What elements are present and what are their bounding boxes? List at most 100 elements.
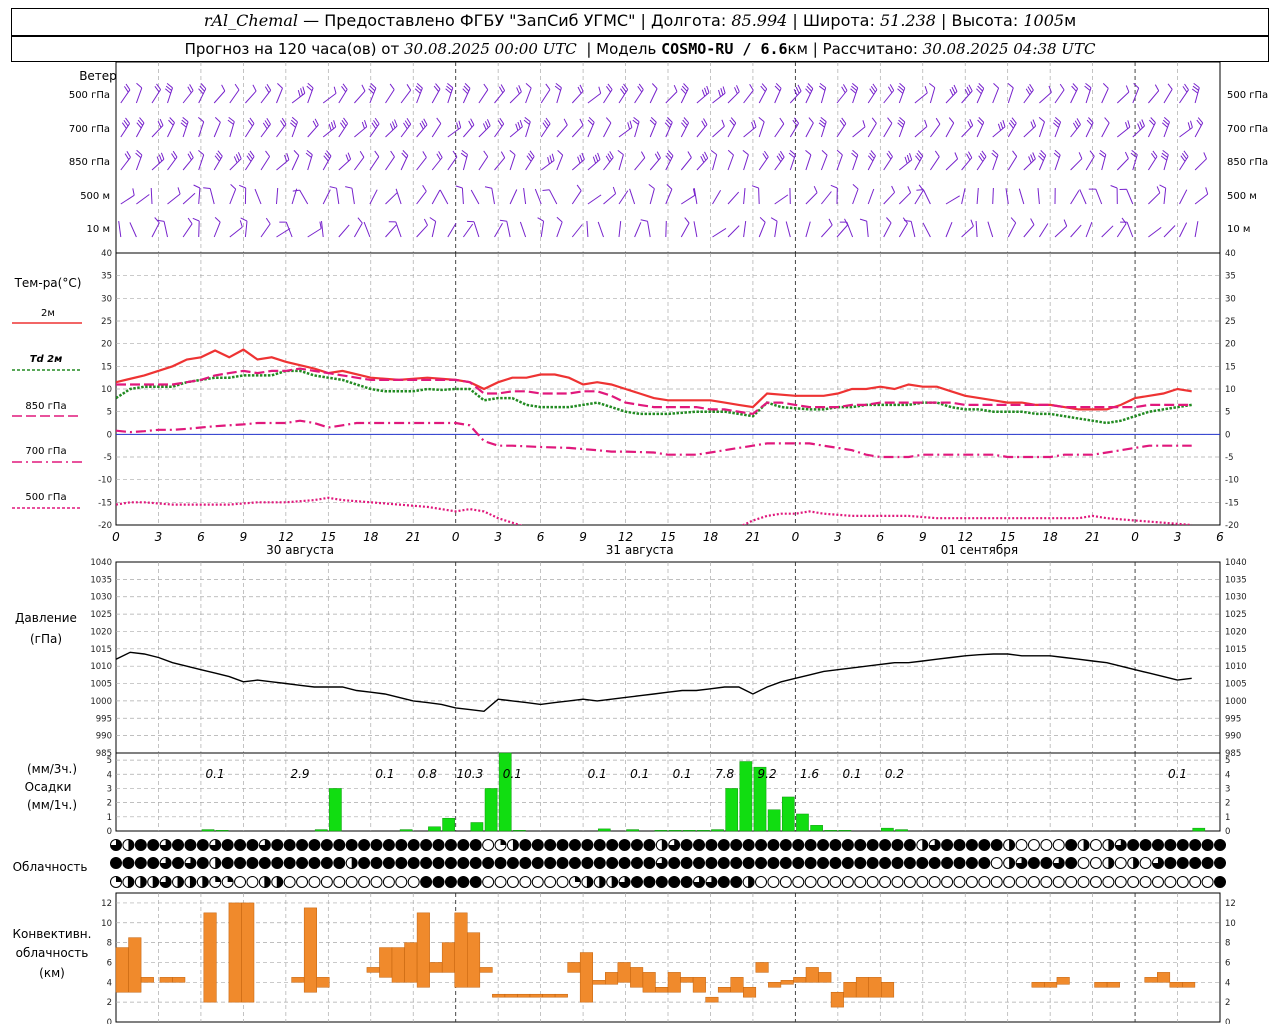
cloud-circle: [668, 857, 681, 869]
cloud-symbol: [308, 876, 321, 888]
wind-barb: [1101, 225, 1114, 238]
wind-barb: [805, 117, 814, 138]
pres-ytick-left: 1000: [90, 697, 112, 707]
cloud-circle: [296, 857, 309, 869]
cloud-symbol: [1214, 839, 1226, 851]
wind-level-left: 700 гПа: [69, 124, 110, 135]
cloud-circle: [1201, 857, 1214, 869]
cloud-circle: [742, 839, 755, 851]
cloud-circle: [333, 839, 346, 851]
wind-barb: [368, 83, 377, 104]
cloud-symbol: [1164, 839, 1177, 851]
cloud-symbol: [990, 839, 1003, 851]
pres-ytick-right: 990: [1225, 732, 1241, 742]
cloud-circle: [755, 876, 768, 888]
wind-barb: [743, 188, 746, 205]
cloud-symbol: [630, 876, 643, 888]
wind-barb: [665, 220, 667, 238]
cloud-symbol: [1015, 857, 1028, 869]
conv-ytick-left: 12: [101, 899, 112, 909]
cloud-circle: [1164, 839, 1177, 851]
cloud-symbol: [469, 876, 482, 888]
conv-ytick-right: 6: [1225, 958, 1230, 968]
cloud-symbol: [1040, 857, 1053, 869]
wind-barb: [916, 189, 931, 205]
cloud-circle: [271, 857, 284, 869]
wind-barb: [416, 185, 427, 205]
wind-barb: [542, 189, 558, 205]
wind-barb: [1110, 185, 1118, 205]
legend-td-label: Td 2м: [30, 354, 63, 365]
cloud-circle: [1027, 839, 1040, 851]
cloud-symbol: [1201, 857, 1214, 869]
wind-barb: [197, 117, 205, 138]
wind-barb: [770, 217, 778, 238]
precipitation-panel: 0 0 1 1 2 2 3 3 4 4 5 5 0.1 2.9 0.1 0.8 10.3 0.1 0.1 0.1 0.1…: [107, 752, 1230, 837]
wind-barb: [462, 223, 474, 238]
cloud-symbol: [519, 839, 532, 851]
temp-series-line: [116, 369, 1192, 425]
wind-barb: [1194, 152, 1207, 171]
cloud-symbol: [1189, 839, 1202, 851]
cloud-fill: [160, 857, 172, 869]
cloud-circle: [469, 857, 482, 869]
temp-xtick: 12: [958, 530, 973, 544]
pres-ytick-left: 995: [96, 714, 112, 724]
cloud-circle: [358, 876, 371, 888]
wind-barb: [634, 151, 646, 171]
cloud-circle: [531, 857, 544, 869]
cloud-symbol: [1127, 876, 1140, 888]
cloud-circle: [891, 876, 904, 888]
cloud-fill: [1009, 857, 1015, 869]
cloud-symbol: [506, 839, 519, 851]
wind-barb: [385, 150, 395, 171]
cloud-circle: [1089, 876, 1102, 888]
cloud-symbol: [643, 839, 656, 851]
wind-barb: [509, 150, 516, 171]
cloud-circle: [903, 839, 916, 851]
cloud-symbol: [779, 839, 792, 851]
precip-bar: [399, 829, 413, 832]
pres-ytick-left: 1025: [90, 610, 112, 620]
cloud-symbol: [990, 857, 1003, 869]
cloud-symbol: [209, 839, 222, 851]
conv-bar: [303, 907, 317, 993]
conv-bar: [441, 942, 455, 973]
cloud-symbol: [147, 839, 160, 851]
wind-barb: [509, 189, 518, 205]
wind-barb: [571, 84, 584, 104]
precip-total-label: 0.1: [673, 767, 692, 781]
conv-bar: [241, 902, 255, 1003]
wind-barb: [307, 118, 319, 138]
cloud-circle: [494, 857, 507, 869]
cloud-symbol: [1139, 857, 1152, 869]
wind-barb: [961, 219, 974, 238]
conv-bar: [379, 947, 393, 978]
cloud-symbol: [221, 857, 234, 869]
wind-barb: [229, 83, 240, 104]
wind-barb: [329, 186, 340, 205]
cloud-circle: [1102, 876, 1115, 888]
wind-barb: [587, 152, 601, 171]
wind-barb: [727, 117, 737, 138]
wind-barb: [1023, 218, 1035, 238]
wind-barb: [484, 186, 495, 205]
wind-barb: [523, 117, 531, 138]
cloud-circle: [841, 857, 854, 869]
precip-bar: [215, 830, 229, 832]
cloud-circle: [817, 876, 830, 888]
precip-bar: [739, 761, 753, 832]
wind-barb: [597, 221, 604, 238]
cloud-circle: [941, 857, 954, 869]
precip-bar: [697, 830, 710, 832]
wind-barb: [976, 187, 979, 205]
cloud-circle: [246, 876, 259, 888]
wind-barb: [634, 222, 642, 238]
prec-ytick-right: 0: [1225, 827, 1230, 837]
precip-bar: [838, 830, 852, 832]
cloud-fill: [1152, 857, 1164, 869]
cloud-symbol: [482, 839, 495, 851]
cloud-symbol: [606, 839, 619, 851]
cloud-circle: [916, 857, 929, 869]
cloud-symbol: [519, 857, 532, 869]
